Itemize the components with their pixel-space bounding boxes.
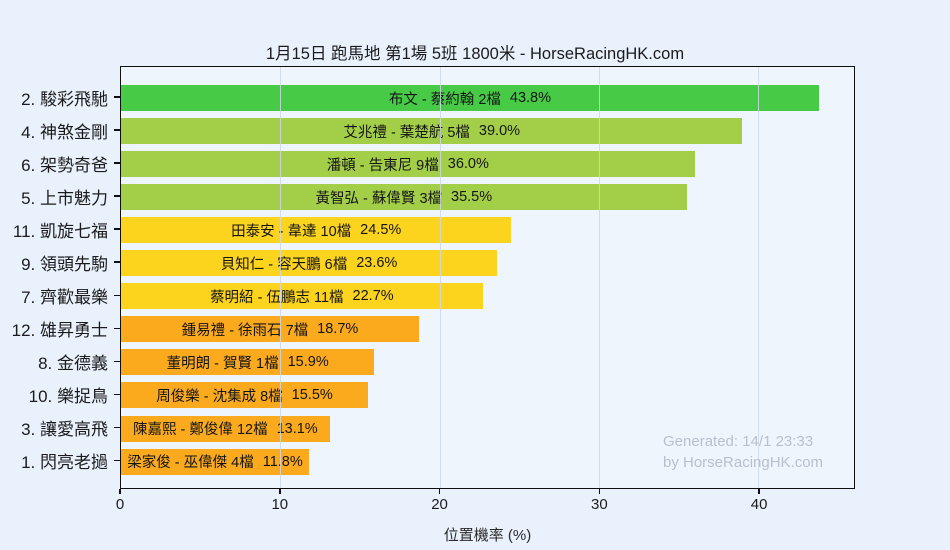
bar-row: 布文 - 蔡約翰 2檔 43.8%	[121, 85, 819, 111]
probability-bar: 布文 - 蔡約翰 2檔 43.8%	[121, 85, 819, 111]
probability-bar: 黃智弘 - 蘇偉賢 3檔 35.5%	[121, 184, 687, 211]
horse-name-label: 3. 讓愛高飛	[21, 420, 108, 439]
jockey-trainer-gate-label: 田泰安 - 韋達 10檔	[231, 223, 352, 240]
bar-row: 蔡明紹 - 伍鵬志 11檔 22.7%	[121, 283, 483, 310]
horse-name-label: 8. 金德義	[38, 353, 108, 373]
y-tick-mark	[114, 327, 120, 330]
bar-row: 黃智弘 - 蘇偉賢 3檔 35.5%	[121, 184, 687, 211]
x-tick-label: 0	[115, 496, 125, 513]
jockey-trainer-gate-label: 貝知仁 - 容天鵬 6檔	[220, 256, 348, 273]
probability-bar: 貝知仁 - 容天鵬 6檔 23.6%	[121, 250, 498, 277]
horse-name-label: 5. 上市魅力	[21, 188, 108, 208]
probability-bar: 田泰安 - 韋達 10檔 24.5%	[121, 217, 512, 244]
probability-value: 23.6%	[356, 255, 398, 272]
probability-bar: 潘頓 - 告東尼 9檔 36.0%	[121, 151, 695, 178]
y-tick-mark	[114, 459, 120, 462]
y-tick-mark	[114, 360, 120, 363]
probability-bar: 董明朗 - 賀賢 1檔 15.9%	[121, 349, 375, 376]
y-tick-mark	[114, 393, 120, 396]
plot-area: 布文 - 蔡約翰 2檔 43.8% 艾兆禮 - 葉楚航 5檔 39.0% 潘頓 - 告東…	[120, 66, 855, 489]
jockey-trainer-gate-label: 蔡明紹 - 伍鵬志 11檔	[210, 289, 344, 306]
horse-name-label: 6. 架勢奇爸	[21, 155, 108, 175]
x-tick-label: 30	[591, 496, 608, 513]
bar-row: 潘頓 - 告東尼 9檔 36.0%	[121, 151, 695, 178]
probability-bar: 梁家俊 - 巫偉傑 4檔 11.8%	[121, 448, 310, 475]
probability-value: 24.5%	[360, 222, 402, 239]
probability-bar: 蔡明紹 - 伍鵬志 11檔 22.7%	[121, 283, 483, 310]
x-tick-mark	[119, 489, 121, 494]
y-tick-mark	[114, 162, 120, 164]
horse-name-label: 9. 領頭先駒	[21, 254, 108, 274]
jockey-trainer-gate-label: 董明朗 - 賀賢 1檔	[166, 355, 279, 372]
probability-value: 13.1%	[276, 420, 318, 437]
probability-bar: 艾兆禮 - 葉楚航 5檔 39.0%	[121, 118, 743, 145]
y-tick-mark	[114, 228, 120, 230]
jockey-trainer-gate-label: 陳嘉熙 - 鄭俊偉 12檔	[133, 422, 268, 438]
x-axis-ticks: 0 10 20 30 40	[116, 489, 855, 523]
horse-name-label: 12. 雄昇勇士	[11, 320, 108, 340]
horse-name-label: 10. 樂捉鳥	[28, 386, 108, 406]
jockey-trainer-gate-label: 艾兆禮 - 葉楚航 5檔	[343, 124, 470, 141]
jockey-trainer-gate-label: 黃智弘 - 蘇偉賢 3檔	[315, 190, 443, 207]
horse-name-label: 11. 凱旋七福	[12, 221, 108, 241]
jockey-trainer-gate-label: 周俊樂 - 沈集成 8檔	[156, 388, 283, 405]
jockey-trainer-gate-label: 布文 - 蔡約翰 2檔	[388, 91, 501, 108]
gridline-x-30	[599, 67, 601, 488]
x-tick-mark	[278, 489, 281, 494]
jockey-trainer-gate-label: 鍾易禮 - 徐雨石 7檔	[181, 322, 309, 339]
probability-value: 11.8%	[262, 453, 303, 470]
horse-name-label: 2. 駿彩飛馳	[21, 89, 108, 109]
gridline-x-10	[280, 67, 282, 488]
probability-value: 18.7%	[317, 321, 359, 338]
y-tick-mark	[114, 426, 120, 429]
bar-row: 董明朗 - 賀賢 1檔 15.9%	[121, 349, 375, 376]
bar-row: 鍾易禮 - 徐雨石 7檔 18.7%	[121, 316, 419, 343]
probability-value: 36.0%	[447, 156, 489, 173]
x-axis-label: 位置機率 (%)	[443, 527, 532, 544]
watermark: Generated: 14/1 23:33 by HorseRacingHK.c…	[663, 431, 823, 473]
probability-bar: 周俊樂 - 沈集成 8檔 15.5%	[121, 382, 368, 409]
probability-bar: 陳嘉熙 - 鄭俊偉 12檔 13.1%	[121, 415, 330, 442]
bar-row: 田泰安 - 韋達 10檔 24.5%	[121, 217, 512, 244]
horse-name-label: 1. 閃亮老撾	[21, 453, 108, 473]
probability-value: 43.8%	[509, 90, 552, 106]
probability-value: 39.0%	[478, 123, 521, 140]
y-tick-mark	[114, 261, 120, 264]
bar-row: 貝知仁 - 容天鵬 6檔 23.6%	[121, 250, 498, 277]
bar-row: 陳嘉熙 - 鄭俊偉 12檔 13.1%	[121, 415, 330, 442]
x-tick-label: 20	[431, 496, 448, 513]
horse-name-label: 7. 齊歡最樂	[21, 287, 108, 307]
probability-value: 15.5%	[291, 387, 333, 404]
horse-name-label: 4. 神煞金剛	[21, 122, 108, 142]
probability-bar: 鍾易禮 - 徐雨石 7檔 18.7%	[121, 316, 419, 343]
x-tick-mark	[438, 489, 441, 494]
jockey-trainer-gate-label: 潘頓 - 告東尼 9檔	[326, 157, 439, 174]
gridline-x-20	[439, 67, 441, 488]
y-tick-mark	[114, 294, 120, 297]
y-axis-labels: 2. 駿彩飛馳 4. 神煞金剛 6. 架勢奇爸 5. 上市魅力 11. 凱旋七福 9. 領…	[0, 66, 120, 489]
gridline-x-40	[758, 67, 760, 488]
x-tick-label: 10	[271, 496, 289, 513]
watermark-site-line: by HorseRacingHK.com	[663, 454, 824, 471]
x-tick-mark	[758, 489, 760, 494]
probability-value: 15.9%	[287, 354, 329, 371]
probability-value: 35.5%	[451, 189, 493, 206]
bar-row: 艾兆禮 - 葉楚航 5檔 39.0%	[121, 118, 743, 145]
y-tick-mark	[114, 96, 120, 98]
x-tick-mark	[598, 489, 601, 494]
y-tick-mark	[114, 195, 120, 197]
jockey-trainer-gate-label: 梁家俊 - 巫偉傑 4檔	[127, 455, 254, 472]
y-tick-mark	[114, 129, 120, 131]
watermark-generated-line: Generated: 14/1 23:33	[663, 433, 814, 450]
probability-value: 22.7%	[352, 288, 394, 305]
bar-row: 周俊樂 - 沈集成 8檔 15.5%	[121, 382, 368, 409]
x-tick-label: 40	[750, 496, 768, 513]
bar-row: 梁家俊 - 巫偉傑 4檔 11.8%	[121, 448, 310, 475]
chart-title: 1月15日 跑馬地 第1場 5班 1800米 - HorseRacingHK.c…	[265, 45, 685, 63]
